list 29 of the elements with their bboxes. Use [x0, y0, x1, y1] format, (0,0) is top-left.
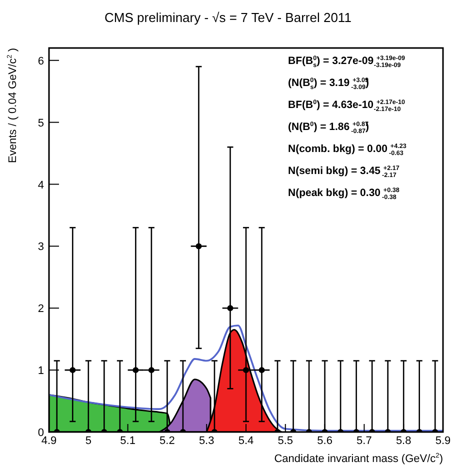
- y-tick-label: 1: [38, 365, 44, 378]
- x-tick-label: 5.4: [238, 435, 254, 447]
- point: [70, 367, 76, 374]
- x-axis-title: Candidate invariant mass (GeV/c$^{2}$): [274, 452, 443, 465]
- y-tick-label: 5: [38, 117, 44, 130]
- x-tick-label: 5.2: [160, 435, 175, 447]
- point: [227, 305, 234, 312]
- y-tick-label: 2: [38, 303, 44, 316]
- y-tick-label: 3: [38, 241, 44, 254]
- point: [148, 367, 154, 374]
- x-tick-label: 5: [85, 435, 92, 447]
- y-tick-label: 4: [38, 179, 44, 192]
- y-tick-label: 6: [38, 55, 44, 68]
- annotation: (N(B$^{0}$) = 1.86 $^{+0.87}$$_{-0.87}$): [288, 120, 369, 136]
- x-tick-label: 5.8: [396, 435, 412, 447]
- y-tick-label: 0: [38, 427, 44, 439]
- x-tick-label: 5.3: [198, 435, 214, 447]
- x-tick-label: 5.1: [120, 435, 136, 447]
- x-tick-label: 5.9: [435, 435, 451, 447]
- x-tick-label: 4.9: [41, 435, 57, 447]
- x-tick-label: 5.5: [278, 435, 294, 447]
- x-tick-label: 5.6: [317, 435, 332, 447]
- point: [132, 367, 139, 374]
- line-series: [49, 324, 443, 432]
- point: [258, 367, 265, 374]
- chart-title: CMS preliminary - √s = 7 TeV - Barrel 2011: [104, 10, 352, 25]
- point: [196, 243, 202, 250]
- point: [243, 367, 249, 374]
- x-tick-label: 5.7: [356, 435, 372, 447]
